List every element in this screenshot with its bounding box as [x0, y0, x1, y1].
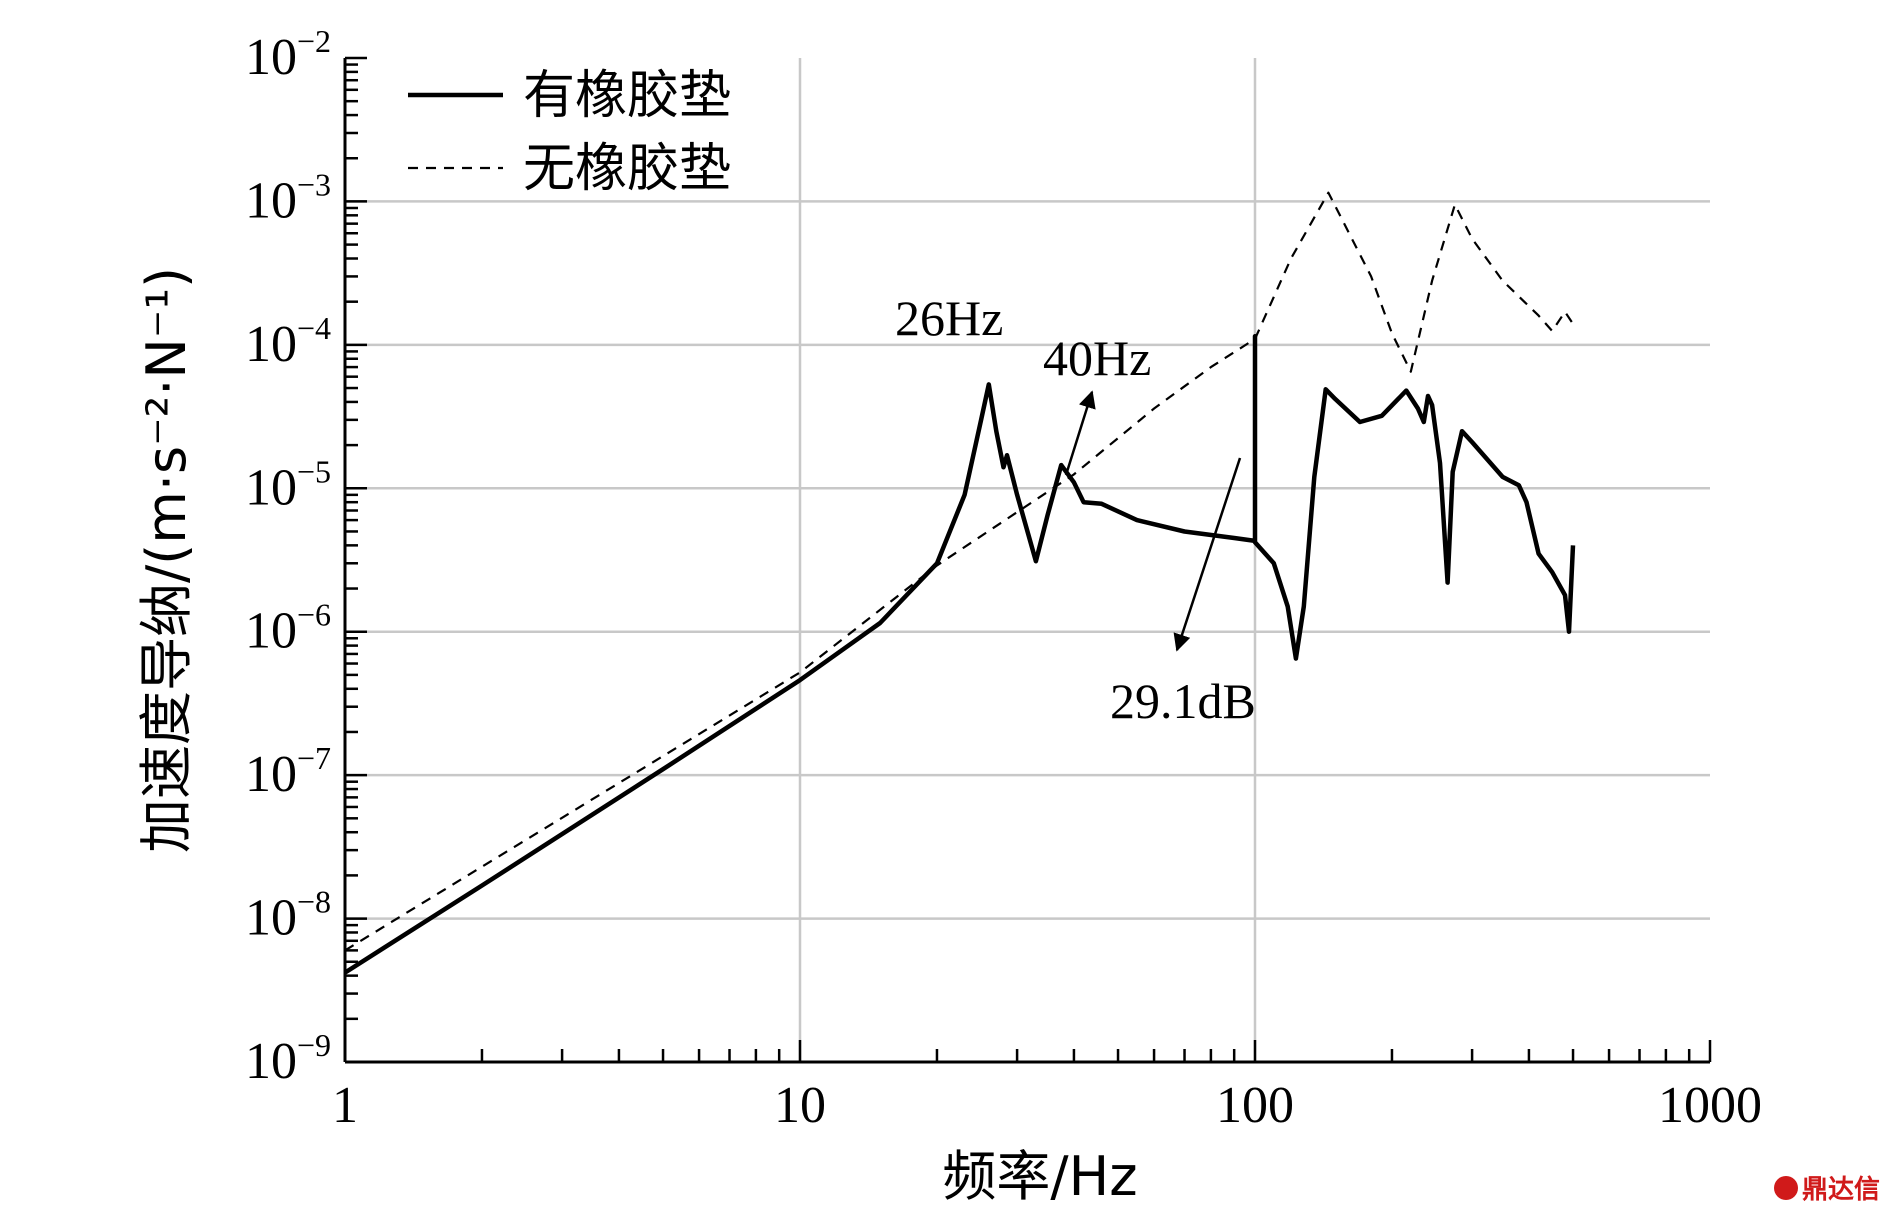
x-tick-label: 10 — [774, 1077, 826, 1134]
annotation-label: 40Hz — [1043, 330, 1151, 386]
x-tick-label: 1 — [332, 1077, 358, 1134]
y-axis-title: 加速度导纳/(m·s⁻²·N⁻¹) — [135, 267, 198, 853]
y-tick-label: 10−7 — [245, 740, 331, 803]
axes — [343, 58, 1710, 1064]
y-tick-label: 10−5 — [245, 453, 331, 516]
series-line-2 — [344, 191, 1574, 952]
x-tick-label: 1000 — [1658, 1077, 1762, 1134]
y-tick-label: 10−6 — [245, 597, 331, 660]
grid-lines — [345, 58, 1710, 1062]
x-axis-title: 频率/Hz — [942, 1145, 1137, 1208]
watermark-logo: 鼎达信 — [1773, 1169, 1880, 1206]
y-tick-label: 10−3 — [245, 166, 331, 229]
legend-label: 无橡胶垫 — [523, 139, 731, 199]
y-tick-label: 10−9 — [245, 1027, 331, 1090]
axis-ticks: 1 10 100 1000 10−9 10−8 10−7 10−6 10−5 10−4 10−3 10… — [245, 23, 1762, 1134]
legend-label: 有橡胶垫 — [523, 66, 731, 126]
annotation-label: 29.1dB — [1110, 673, 1256, 729]
y-tick-label: 10−4 — [245, 310, 331, 373]
annotations: 26Hz 40Hz 29.1dB — [895, 290, 1256, 729]
series-line-1 — [343, 333, 1576, 975]
logo-icon — [1773, 1175, 1798, 1200]
y-tick-label: 10−2 — [245, 23, 331, 86]
annotation-label: 26Hz — [895, 290, 1003, 346]
watermark-text: 鼎达信 — [1801, 1175, 1880, 1205]
series-lines — [343, 191, 1576, 975]
x-tick-label: 100 — [1216, 1077, 1294, 1134]
annotation-arrow-40hz — [1064, 390, 1096, 476]
annotation-arrow-29db — [1173, 457, 1242, 652]
y-tick-label: 10−8 — [245, 884, 331, 947]
